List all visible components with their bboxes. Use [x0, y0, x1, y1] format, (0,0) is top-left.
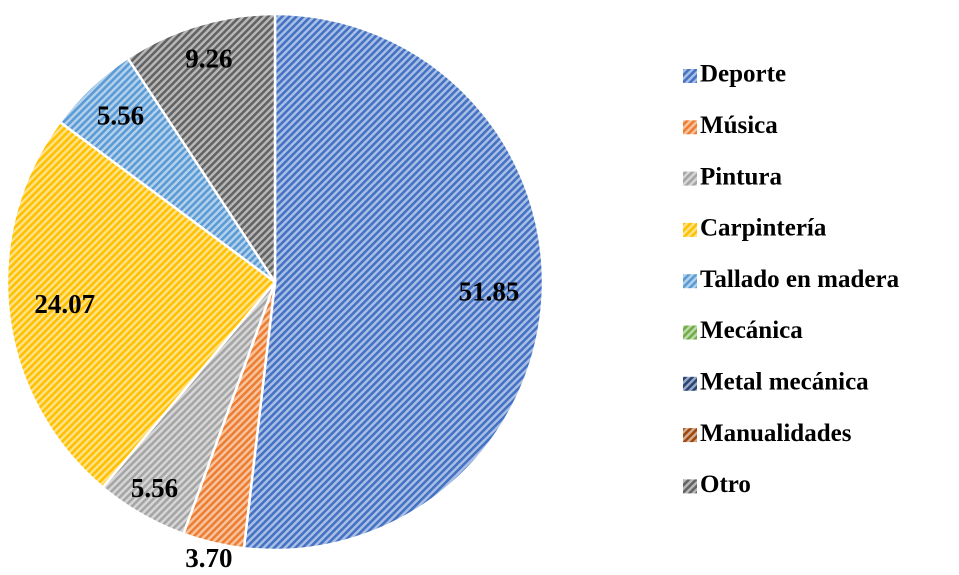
data-label: 9.26: [185, 43, 232, 73]
legend-swatch: [683, 171, 697, 186]
legend-swatch: [683, 376, 697, 391]
legend-swatch: [683, 222, 697, 237]
data-label: 24.07: [34, 289, 95, 319]
legend-label: Pintura: [700, 163, 782, 190]
legend-label: Carpintería: [700, 215, 827, 242]
legend-label: Metal mecánica: [700, 369, 869, 396]
legend-swatch: [683, 479, 697, 494]
legend-swatch: [683, 325, 697, 340]
legend-label: Manualidades: [700, 420, 852, 447]
data-label: 5.56: [97, 100, 144, 130]
legend-swatch: [683, 69, 697, 83]
legend-label: Mecánica: [700, 317, 803, 344]
data-label: 3.70: [185, 543, 232, 573]
pie-slice: [125, 12, 277, 287]
data-label: 5.56: [131, 473, 178, 503]
legend-label: Otro: [700, 471, 751, 498]
pie-slice: [5, 120, 277, 490]
data-label: 51.85: [459, 277, 520, 307]
legend-swatch: [683, 274, 697, 289]
legend-label: Deporte: [700, 61, 786, 88]
legend-swatch: [683, 428, 697, 443]
legend-label: Tallado en madera: [700, 266, 900, 293]
legend-swatch: [683, 120, 697, 135]
legend-label: Música: [700, 112, 778, 139]
pie-slice: [242, 12, 545, 552]
